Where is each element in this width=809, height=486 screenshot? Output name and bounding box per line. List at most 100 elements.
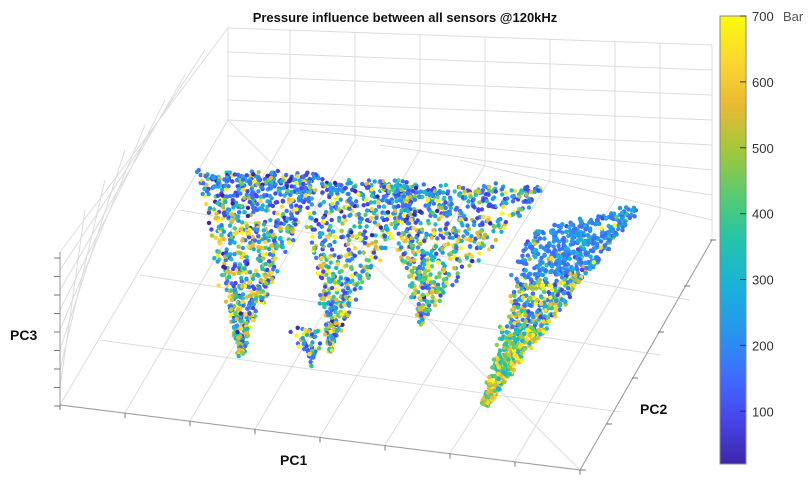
scatter-point	[554, 236, 559, 241]
scatter-point	[263, 245, 268, 250]
x-axis-label: PC1	[280, 452, 307, 468]
scatter-point	[232, 287, 237, 293]
scatter-point	[319, 224, 324, 229]
scatter-point	[317, 341, 323, 346]
scatter-point	[424, 232, 429, 237]
scatter-point	[483, 232, 488, 237]
scatter-point	[435, 198, 440, 203]
scatter-point	[357, 231, 363, 236]
scatter-point	[309, 363, 314, 369]
scatter-point	[598, 245, 604, 250]
scatter-point	[292, 217, 297, 222]
scatter-point	[558, 280, 563, 285]
scatter-point	[532, 189, 537, 195]
scatter-point	[452, 265, 457, 271]
scatter-point	[537, 262, 542, 267]
scatter-point	[426, 221, 431, 226]
scatter-point	[280, 204, 285, 209]
scatter-point	[321, 297, 326, 302]
scatter-point	[260, 289, 266, 294]
scatter-point	[240, 174, 246, 179]
scatter-point	[301, 181, 306, 187]
scatter-point	[375, 194, 380, 199]
scatter-point	[239, 255, 244, 260]
scatter-point	[220, 204, 226, 210]
scatter-point	[368, 200, 374, 205]
scatter-point	[267, 199, 273, 205]
scatter-point	[596, 236, 601, 241]
scatter-point	[401, 213, 406, 218]
scatter-point	[430, 294, 435, 300]
scatter-point	[606, 229, 611, 235]
scatter-point	[425, 262, 430, 267]
scatter-point	[378, 225, 384, 230]
scatter-point	[521, 261, 527, 266]
scatter-point	[567, 228, 573, 234]
scatter-point	[250, 243, 255, 248]
scatter-point	[342, 214, 347, 219]
scatter-point	[420, 194, 425, 200]
scatter-point	[251, 302, 256, 307]
scatter-point	[511, 212, 516, 217]
scatter-point	[350, 201, 355, 207]
scatter-point	[219, 223, 224, 228]
scatter-point	[428, 252, 433, 257]
scatter-point	[255, 181, 260, 187]
scatter-point	[329, 315, 334, 320]
scatter-point	[399, 187, 404, 193]
scatter-point	[384, 217, 390, 222]
scatter-point	[537, 272, 543, 277]
scatter-point	[516, 322, 521, 327]
scatter-point	[457, 193, 463, 198]
scatter-point	[528, 277, 534, 282]
scatter-point	[357, 276, 362, 281]
scatter-point	[360, 181, 365, 187]
scatter-point	[225, 207, 231, 212]
scatter-point	[396, 178, 401, 183]
scatter-point	[444, 231, 449, 236]
scatter-point	[457, 258, 462, 264]
scatter-point	[606, 234, 612, 239]
scatter-point	[366, 275, 371, 281]
scatter-point	[429, 248, 434, 254]
scatter-point	[310, 234, 315, 239]
scatter-point	[314, 218, 319, 223]
scatter-point	[405, 255, 411, 261]
scatter-point	[251, 172, 256, 177]
scatter-point	[465, 204, 470, 209]
scatter-point	[433, 244, 438, 249]
scatter-point	[531, 314, 536, 320]
scatter-point	[206, 210, 212, 215]
scatter-point	[264, 251, 269, 257]
scatter-point	[317, 234, 323, 240]
colorbar-tick-label: 300	[752, 273, 774, 288]
scatter-point	[339, 228, 344, 234]
scatter-point	[268, 175, 274, 181]
scatter-point	[247, 311, 252, 316]
scatter-point	[519, 358, 524, 363]
scatter-point	[581, 246, 587, 252]
scatter-point	[481, 197, 486, 203]
scatter-point	[417, 275, 423, 280]
scatter-point	[267, 232, 272, 238]
scatter-point	[503, 190, 509, 195]
scatter-point	[234, 177, 240, 183]
scatter-point	[459, 238, 464, 244]
scatter-point	[328, 224, 333, 229]
scatter-point	[261, 193, 267, 198]
scatter-point	[519, 207, 524, 212]
scatter-point	[499, 330, 505, 335]
scatter-point	[451, 249, 456, 254]
scatter-point	[326, 255, 332, 260]
scatter-point	[396, 241, 401, 246]
scatter-point	[223, 199, 228, 204]
scatter-point	[478, 229, 483, 234]
scatter-point	[267, 252, 273, 257]
scatter-point	[348, 212, 353, 218]
scatter-point	[260, 266, 265, 272]
scatter-point	[546, 319, 552, 324]
scatter-point	[546, 290, 552, 295]
scatter-point	[569, 222, 574, 227]
scatter-point	[348, 297, 353, 302]
scatter-point	[533, 321, 538, 326]
